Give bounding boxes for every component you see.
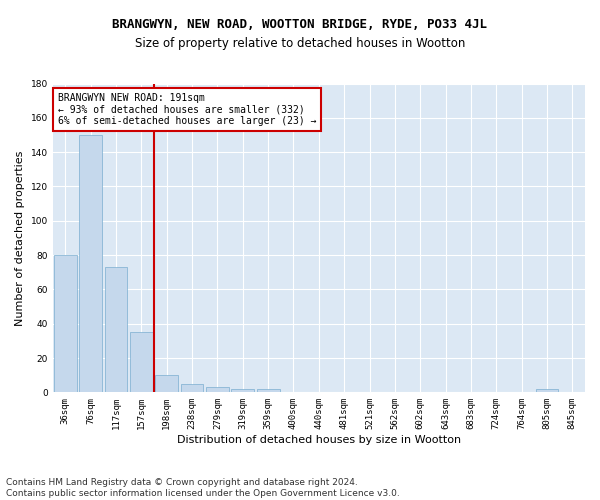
Bar	[130, 332, 153, 392]
Bar	[232, 389, 254, 392]
X-axis label: Distribution of detached houses by size in Wootton: Distribution of detached houses by size …	[177, 435, 461, 445]
Bar	[79, 135, 102, 392]
Bar	[155, 375, 178, 392]
Bar	[104, 267, 127, 392]
Text: BRANGWYN NEW ROAD: 191sqm
← 93% of detached houses are smaller (332)
6% of semi-: BRANGWYN NEW ROAD: 191sqm ← 93% of detac…	[58, 93, 316, 126]
Bar	[536, 389, 559, 392]
Text: Size of property relative to detached houses in Wootton: Size of property relative to detached ho…	[135, 38, 465, 51]
Y-axis label: Number of detached properties: Number of detached properties	[15, 150, 25, 326]
Text: BRANGWYN, NEW ROAD, WOOTTON BRIDGE, RYDE, PO33 4JL: BRANGWYN, NEW ROAD, WOOTTON BRIDGE, RYDE…	[113, 18, 487, 30]
Bar	[181, 384, 203, 392]
Bar	[257, 389, 280, 392]
Bar	[54, 255, 77, 392]
Text: Contains HM Land Registry data © Crown copyright and database right 2024.
Contai: Contains HM Land Registry data © Crown c…	[6, 478, 400, 498]
Bar	[206, 387, 229, 392]
